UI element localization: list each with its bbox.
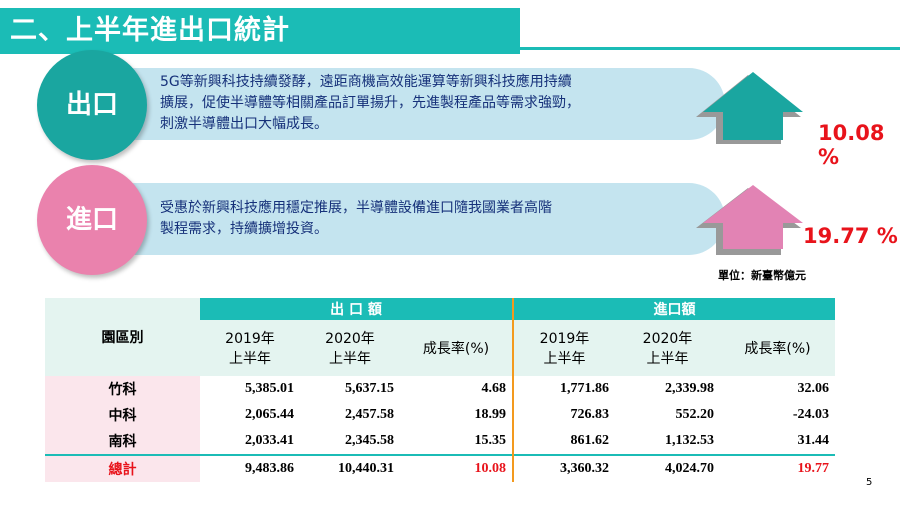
import-arrow xyxy=(696,185,803,255)
subheader-line: 上半年 xyxy=(329,351,371,367)
cell: 31.44 xyxy=(797,433,830,448)
import-text: 受惠於新興科技應用穩定推展，半導體設備進口隨我國業者高階 製程需求，持續擴增投資… xyxy=(160,198,552,240)
cell: 5,637.15 xyxy=(345,381,394,396)
table: 園區別 出 口 額 進口額 2019年 上半年 2020年 上半年 成長率(%) 2019… xyxy=(45,298,835,482)
export-arrow xyxy=(696,72,803,144)
cell: 2,065.44 xyxy=(245,407,294,422)
subheader: 成長率(%) xyxy=(400,320,514,376)
subheader: 2019年上半年 xyxy=(200,320,300,376)
row: 總計 9,483.86 10,440.31 10.08 3,360.32 4,024.70… xyxy=(45,454,835,482)
cell: 10.08 xyxy=(400,454,514,482)
subheader-line: 上半年 xyxy=(646,351,689,367)
subheader-line: 2019年 xyxy=(539,331,590,347)
cell: 2,457.58 xyxy=(345,407,394,422)
cell: 1,771.86 xyxy=(560,381,609,396)
line: 刺激半導體出口大幅成長。 xyxy=(160,116,328,132)
cell: 15.35 xyxy=(400,428,514,455)
cell: 19.77 xyxy=(720,454,835,482)
subheader-line: 上半年 xyxy=(229,351,271,367)
cell: 4.68 xyxy=(400,376,514,402)
subheader-line: 成長率(%) xyxy=(744,341,811,357)
row: 南科 2,033.41 2,345.58 15.35 861.62 1,132.53 31.… xyxy=(45,428,835,455)
title-line xyxy=(520,47,900,50)
cell: 5,385.01 xyxy=(245,381,294,396)
page-number: 5 xyxy=(866,477,873,488)
line: 5G等新興科技持續發酵，遠距商機高效能運算等新興科技應用持續 xyxy=(160,74,572,90)
row: 中科 2,065.44 2,457.58 18.99 726.83 552.20 -24.0… xyxy=(45,402,835,428)
subheader-line: 2020年 xyxy=(642,331,693,347)
group-header: 進口額 xyxy=(513,298,835,320)
export-text: 5G等新興科技持續發酵，遠距商機高效能運算等新興科技應用持續 擴展，促使半導體等… xyxy=(160,72,580,135)
cell: 1,132.53 xyxy=(665,433,714,448)
subheader-line: 2020年 xyxy=(325,331,375,347)
cell: 2,345.58 xyxy=(345,433,394,448)
cell: 2,033.41 xyxy=(245,433,294,448)
subheader-line: 成長率(%) xyxy=(422,341,490,357)
row: 竹科 5,385.01 5,637.15 4.68 1,771.86 2,339.98 32… xyxy=(45,376,835,402)
line: 擴展，促使半導體等相關產品訂單揚升，先進製程產品等需求強勁， xyxy=(160,95,580,111)
cell: 552.20 xyxy=(675,407,715,422)
cell: 18.99 xyxy=(400,402,514,428)
cell: 2,339.98 xyxy=(665,381,714,396)
export-box xyxy=(100,68,725,140)
group-header: 出 口 額 xyxy=(200,298,514,320)
cell: 10,440.31 xyxy=(300,454,400,482)
subheader: 2020年上半年 xyxy=(615,320,720,376)
unit: 單位：新臺幣億元 xyxy=(718,269,806,282)
line: 受惠於新興科技應用穩定推展，半導體設備進口隨我國業者高階 xyxy=(160,200,552,216)
header: 園區別 xyxy=(45,298,200,376)
region-name: 總計 xyxy=(45,454,200,482)
subheader-line: 上半年 xyxy=(543,351,586,367)
subheader: 2019年上半年 xyxy=(513,320,615,376)
export-growth: 10.08 % xyxy=(818,121,885,169)
region-name: 中科 xyxy=(45,402,200,428)
line: 製程需求，持續擴增投資。 xyxy=(160,221,328,237)
cell: 726.83 xyxy=(570,407,610,422)
export-label: 出口 xyxy=(37,50,147,160)
title: 二、上半年進出口統計 xyxy=(0,8,520,54)
cell: 9,483.86 xyxy=(200,454,300,482)
cell: 32.06 xyxy=(797,381,830,396)
cell: 4,024.70 xyxy=(615,454,720,482)
import-label: 進口 xyxy=(37,165,147,275)
subheader-line: 2019年 xyxy=(225,331,275,347)
subheader: 成長率(%) xyxy=(720,320,835,376)
import-growth: 19.77 % xyxy=(803,224,898,248)
cell: 861.62 xyxy=(570,433,610,448)
cell: 3,360.32 xyxy=(513,454,615,482)
region-name: 南科 xyxy=(45,428,200,455)
import-box xyxy=(100,183,725,255)
cell: -24.03 xyxy=(792,407,829,422)
subheader: 2020年上半年 xyxy=(300,320,400,376)
region-name: 竹科 xyxy=(45,376,200,402)
